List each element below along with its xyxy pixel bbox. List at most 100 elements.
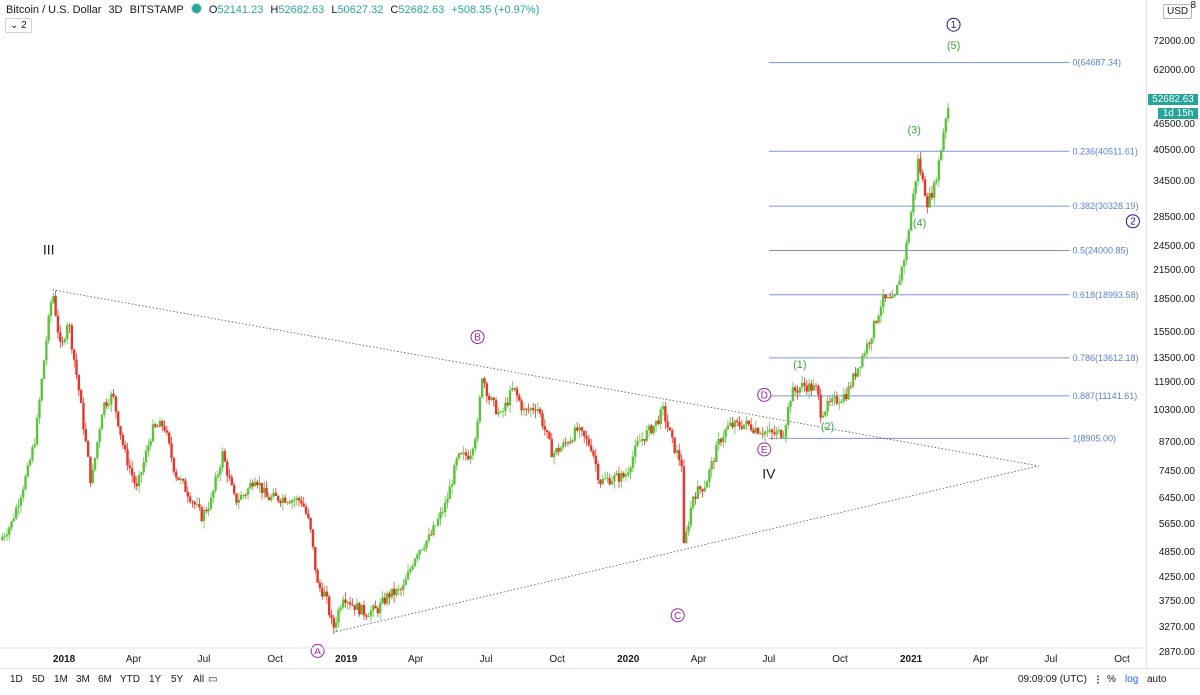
fib-label-3: 0.5(24000.85) (1072, 245, 1128, 255)
last-price-label: 52682.63 (1148, 94, 1198, 106)
candle-body-108 (251, 483, 254, 487)
candle-body-260 (603, 478, 607, 480)
price-tick-4: 34500.00 (1153, 175, 1195, 187)
candle-body-149 (346, 602, 349, 604)
range-button-1m[interactable]: 1M (54, 674, 68, 685)
candle-body-23 (54, 296, 57, 316)
candle-body-379 (879, 307, 883, 316)
separator: ⁝ (1096, 672, 1101, 687)
interval-label[interactable]: 3D (108, 4, 123, 16)
candle-body-113 (263, 488, 266, 494)
candle-body-110 (256, 481, 259, 486)
candle-body-254 (589, 445, 593, 451)
candle-body-331 (768, 429, 771, 432)
candle-body-245 (569, 440, 572, 444)
clock-readout[interactable]: 09:09:09 (UTC) (1018, 674, 1087, 685)
time-label-9: Apr (691, 654, 707, 665)
log-toggle[interactable]: log (1125, 674, 1139, 685)
candle-body-182 (423, 547, 426, 550)
time-label-14: Jul (1045, 654, 1058, 665)
candle-body-288 (668, 427, 672, 431)
percent-toggle[interactable]: % (1107, 674, 1116, 685)
price-tick-0: 72000.00 (1153, 36, 1195, 48)
candle-body-114 (265, 488, 268, 498)
candle-body-384 (891, 296, 894, 299)
candle-body-90 (209, 497, 213, 509)
candle-body-279 (647, 425, 651, 431)
candle-body-341 (791, 387, 795, 402)
candle-body-137 (318, 582, 322, 589)
candle-body-87 (202, 509, 206, 522)
time-label-5: Apr (408, 654, 424, 665)
date-range-icon[interactable]: ▭ (208, 674, 218, 685)
wave-circle-12 (946, 17, 961, 32)
candle-body-383 (889, 297, 892, 299)
candle-body-197 (457, 453, 461, 459)
candle-body-79 (184, 480, 187, 492)
range-button-3m[interactable]: 3M (76, 674, 90, 685)
candle-body-344 (798, 387, 802, 393)
candle-body-355 (824, 411, 827, 416)
candle-body-382 (886, 297, 890, 299)
candle-body-86 (200, 507, 203, 522)
candle-body-198 (460, 453, 463, 455)
candle-body-290 (673, 437, 676, 453)
candle-body-118 (274, 492, 278, 496)
candle-body-336 (780, 429, 783, 438)
trendline-0 (52, 289, 1039, 467)
candle-body-132 (307, 513, 310, 519)
legend-collapse-button[interactable]: ⌄ 2 (5, 18, 32, 33)
wave-label-9: (3) (907, 124, 920, 136)
wave-circle-3 (470, 330, 485, 345)
candle-body-396 (919, 158, 922, 173)
candle-body-354 (821, 415, 825, 418)
candle-body-126 (293, 499, 296, 501)
candle-body-159 (369, 610, 373, 617)
price-chart[interactable]: 0(64687.34) 0.236(40511.61) 0.382(30328.19… (0, 0, 1146, 668)
wave-label-0: III (43, 241, 55, 257)
range-button-ytd[interactable]: YTD (120, 674, 140, 685)
candle-body-176 (409, 568, 412, 572)
candle-body-334 (775, 431, 778, 435)
range-button-6m[interactable]: 6M (98, 674, 112, 685)
range-button-1y[interactable]: 1Y (149, 674, 162, 685)
candle-body-327 (759, 433, 762, 435)
candle-body-321 (745, 420, 748, 425)
range-button-5d[interactable]: 5D (32, 674, 45, 685)
candle-body-372 (863, 353, 866, 356)
candle-body-282 (654, 420, 658, 426)
candle-body-61 (142, 462, 145, 473)
wave-label-5: D (761, 390, 768, 401)
candle-body-232 (538, 408, 542, 414)
candle-body-131 (304, 506, 308, 514)
candle-body-67 (156, 426, 159, 428)
candle-body-78 (181, 478, 185, 481)
candle-body-189 (439, 512, 442, 519)
range-button-all[interactable]: All (193, 674, 205, 685)
candle-body-109 (253, 481, 257, 487)
auto-toggle[interactable]: auto (1147, 674, 1167, 685)
candle-body-115 (267, 497, 271, 501)
candle-body-237 (550, 438, 553, 458)
currency-button[interactable]: USD (1163, 4, 1193, 19)
candle-body-82 (191, 501, 194, 503)
candle-body-91 (212, 490, 215, 498)
candle-body-388 (900, 266, 904, 282)
time-label-12: 2021 (900, 654, 923, 665)
time-label-7: Oct (549, 654, 565, 665)
candle-body-93 (216, 474, 220, 477)
price-tick-3: 40500.00 (1153, 145, 1195, 157)
candle-body-228 (529, 408, 533, 411)
fib-label-5: 0.786(13612.18) (1072, 353, 1138, 363)
trendline-1 (332, 465, 1039, 633)
time-label-13: Apr (973, 654, 989, 665)
candle-body-258 (599, 480, 602, 484)
range-button-1d[interactable]: 1D (10, 674, 23, 685)
candle-body-286 (664, 406, 667, 422)
candle-body-368 (854, 373, 857, 377)
symbol-header: Bitcoin / U.S. Dollar 3D BITSTAMP O52141… (6, 3, 547, 16)
candle-body-173 (402, 585, 405, 590)
range-button-5y[interactable]: 5Y (171, 674, 184, 685)
symbol-name[interactable]: Bitcoin / U.S. Dollar (6, 4, 102, 16)
candle-body-238 (552, 453, 556, 458)
